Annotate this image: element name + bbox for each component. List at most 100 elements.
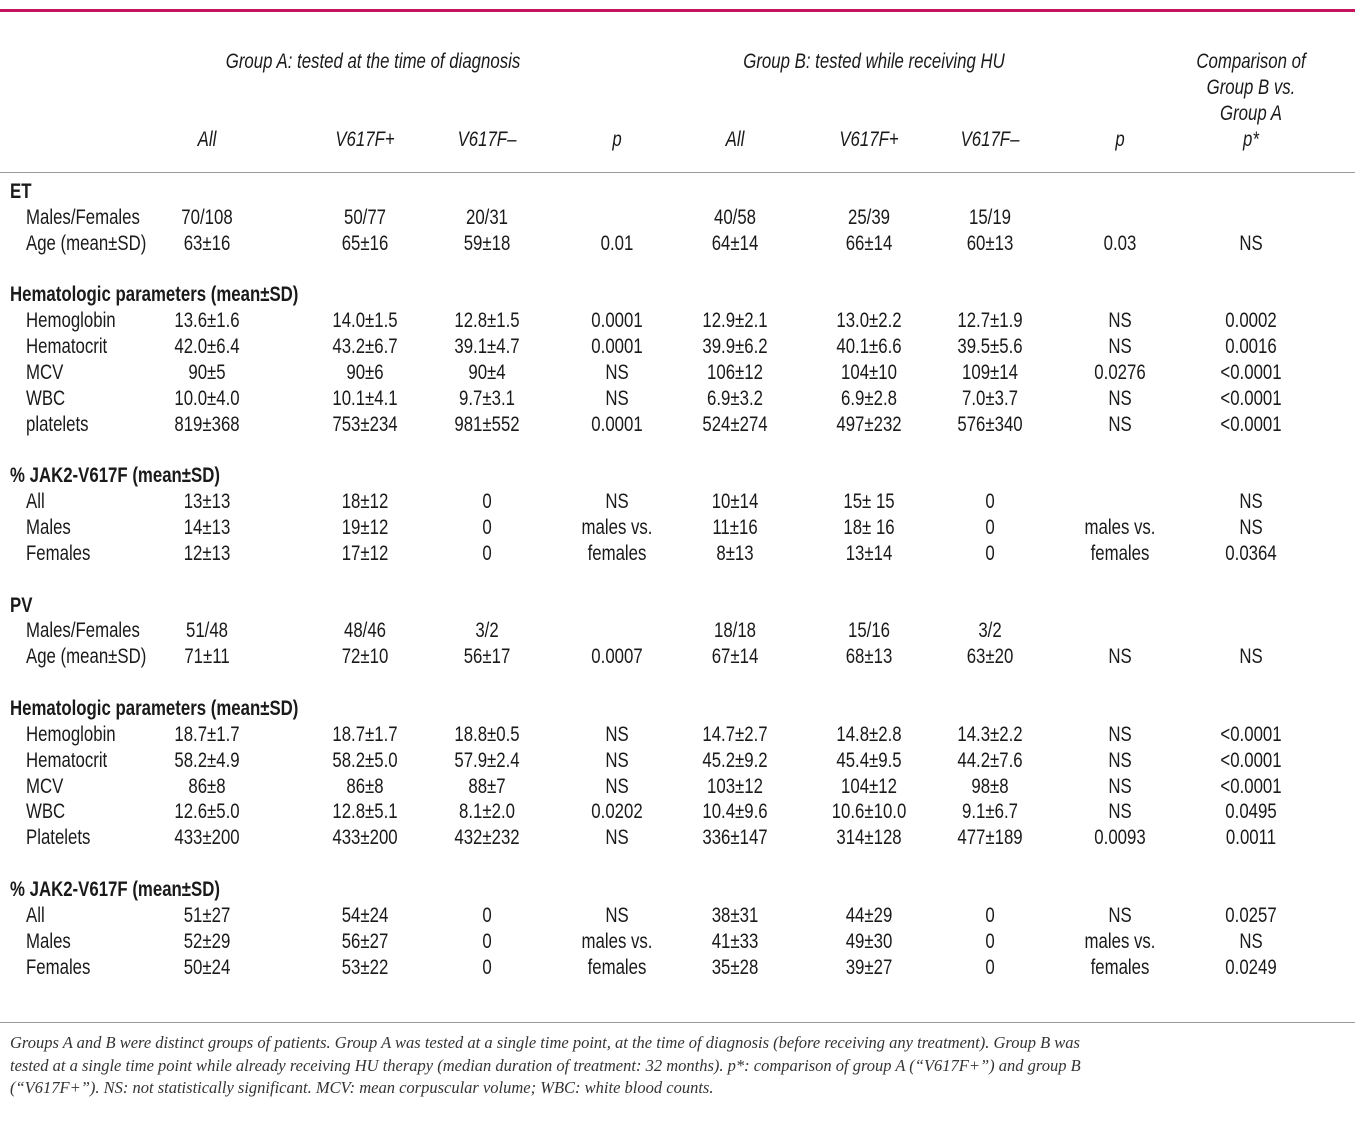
row-label: Males/Females: [26, 205, 140, 229]
cell: 58.2±5.0: [332, 748, 398, 772]
row-label: platelets: [26, 412, 89, 436]
cell: 53±22: [341, 955, 389, 979]
cell: 104±12: [841, 774, 897, 798]
cell: 18.7±1.7: [332, 722, 398, 746]
cell: 10±14: [711, 490, 759, 514]
cell: 50±24: [183, 955, 231, 979]
cell: 0: [482, 955, 492, 979]
cell: NS: [1108, 800, 1132, 824]
cell: NS: [1108, 774, 1132, 798]
top-rule: [0, 9, 1355, 12]
cell: 35±28: [711, 955, 759, 979]
row-label: Platelets: [26, 826, 91, 850]
cell: 0: [985, 955, 995, 979]
cell: 67±14: [711, 645, 759, 669]
cell: <0.0001: [1220, 722, 1282, 746]
header-rule: [0, 172, 1355, 173]
cell: 0.0495: [1225, 800, 1277, 824]
cell: 0.01: [600, 231, 634, 255]
section-title: ET: [10, 180, 32, 203]
cell: 109±14: [962, 360, 1018, 384]
row-label: MCV: [26, 360, 64, 384]
cell: 18.8±0.5: [454, 722, 520, 746]
cell: 25/39: [847, 205, 891, 229]
cell: NS: [1108, 722, 1132, 746]
cell: 51/48: [185, 619, 229, 643]
cell: 90±4: [468, 360, 506, 384]
cell: 18±12: [341, 490, 389, 514]
cell: 433±200: [174, 826, 240, 850]
cell: 753±234: [332, 412, 398, 436]
cell: 86±8: [188, 774, 226, 798]
cell: 10.6±10.0: [831, 800, 907, 824]
cell: 39.9±6.2: [702, 335, 768, 359]
cell: 0: [985, 490, 995, 514]
column-header: All: [197, 128, 217, 151]
cell: 0.0249: [1225, 955, 1277, 979]
cell: 15/19: [968, 205, 1012, 229]
row-label: Age (mean±SD): [26, 645, 147, 669]
footnote-line: tested at a single time point while alre…: [10, 1055, 1081, 1075]
cell: <0.0001: [1220, 412, 1282, 436]
section-title: Hematologic parameters (mean±SD): [10, 697, 299, 720]
row-label: Females: [26, 955, 91, 979]
column-header: V617F+: [335, 128, 395, 151]
footnote-rule: [0, 1022, 1355, 1023]
comparison-header: p*: [1243, 128, 1259, 151]
cell: 0: [482, 929, 492, 953]
column-header: V617F–: [960, 128, 1020, 151]
cell: 0.0011: [1225, 826, 1277, 850]
cell: 44.2±7.6: [957, 748, 1023, 772]
cell: 9.1±6.7: [962, 800, 1018, 824]
cell: 12.6±5.0: [174, 800, 240, 824]
cell: 524±274: [702, 412, 768, 436]
cell: 477±189: [957, 826, 1023, 850]
cell: NS: [605, 903, 629, 927]
cell: females: [1090, 541, 1150, 565]
cell: 10.0±4.0: [174, 386, 240, 410]
cell: 0: [482, 903, 492, 927]
cell: 17±12: [341, 541, 389, 565]
comparison-header: Group A: [1220, 102, 1282, 125]
cell: NS: [1108, 412, 1132, 436]
cell: 15± 15: [843, 490, 895, 514]
cell: 819±368: [174, 412, 240, 436]
row-label: Males: [26, 929, 71, 953]
row-label: WBC: [26, 386, 66, 410]
cell: 12.9±2.1: [702, 309, 768, 333]
cell: 0.0276: [1094, 360, 1146, 384]
cell: NS: [1108, 309, 1132, 333]
cell: 63±16: [183, 231, 231, 255]
cell: 9.7±3.1: [459, 386, 515, 410]
cell: NS: [605, 774, 629, 798]
cell: 66±14: [845, 231, 893, 255]
cell: males vs.: [581, 516, 653, 540]
cell: NS: [605, 748, 629, 772]
cell: NS: [1108, 645, 1132, 669]
cell: 0.03: [1103, 231, 1137, 255]
cell: 98±8: [971, 774, 1009, 798]
cell: 39.1±4.7: [454, 335, 520, 359]
cell: 90±6: [346, 360, 384, 384]
cell: 3/2: [978, 619, 1002, 643]
row-label: WBC: [26, 800, 66, 824]
cell: 40/58: [713, 205, 757, 229]
row-label: MCV: [26, 774, 64, 798]
cell: 20/31: [465, 205, 509, 229]
cell: 13±14: [845, 541, 893, 565]
cell: 14.0±1.5: [332, 309, 398, 333]
cell: 18.7±1.7: [174, 722, 240, 746]
cell: 49±30: [845, 929, 893, 953]
cell: 41±33: [711, 929, 759, 953]
row-label: Males: [26, 516, 71, 540]
cell: 51±27: [183, 903, 231, 927]
cell: 433±200: [332, 826, 398, 850]
column-header: All: [725, 128, 745, 151]
section-title: % JAK2-V617F (mean±SD): [10, 464, 220, 488]
cell: 0: [985, 541, 995, 565]
cell: NS: [1108, 386, 1132, 410]
cell: NS: [605, 722, 629, 746]
cell: 0.0001: [591, 335, 643, 359]
row-label: Age (mean±SD): [26, 231, 147, 255]
